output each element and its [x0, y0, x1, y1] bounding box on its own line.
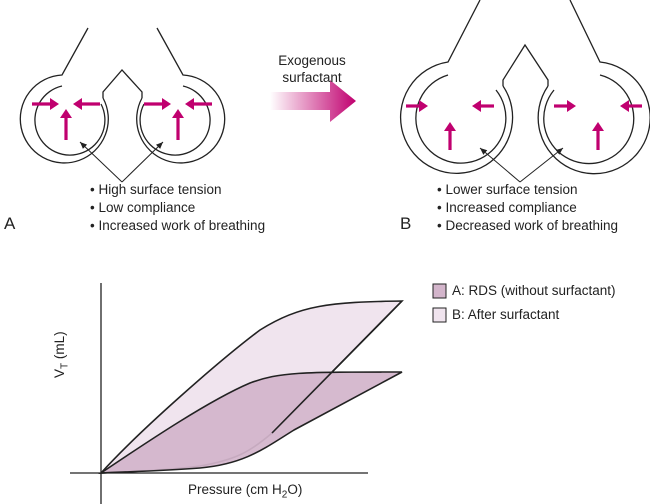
legend-label-b: B: After surfactant: [452, 307, 560, 322]
force-arrow-icon: [554, 100, 576, 112]
alveolus-a-left: [19, 27, 109, 164]
alveolus-a-right: [136, 27, 226, 164]
pointer-lines-b: [479, 147, 564, 183]
loop-a-rds: [98, 371, 403, 474]
bullet: • Increased work of breathing: [90, 218, 266, 233]
force-arrow-icon: [144, 98, 171, 110]
force-arrow-icon: [32, 98, 59, 110]
force-arrow-icon: [60, 109, 72, 140]
panel-b-bullets: • Lower surface tension • Increased comp…: [437, 181, 618, 235]
force-arrow-icon: [592, 122, 604, 150]
compliance-graph: [70, 283, 447, 504]
force-arrow-icon: [185, 98, 212, 110]
x-label-main: Pressure (cm H: [188, 482, 282, 497]
bullet: • Lower surface tension: [437, 182, 578, 197]
x-axis-label: Pressure (cm H2O): [188, 482, 302, 501]
airway-septum-a: [102, 69, 143, 98]
bullet: • Increased compliance: [437, 200, 577, 215]
force-arrow-icon: [73, 98, 100, 110]
alveolus-b-left: [399, 0, 514, 174]
legend-swatch-a: [432, 283, 447, 299]
airway-septum-b: [502, 43, 549, 86]
bullet: • Decreased work of breathing: [437, 218, 619, 233]
force-arrow-icon: [406, 100, 428, 112]
force-arrow-icon: [444, 122, 456, 150]
panel-a-bullets: • High surface tension • Low compliance …: [90, 181, 265, 235]
transition-label: Exogenous surfactant: [262, 52, 362, 86]
legend-swatch-b: [432, 307, 447, 323]
y-label-unit: (mL): [52, 331, 67, 363]
x-label-end: O): [287, 482, 303, 497]
pointer-lines-a: [79, 141, 164, 183]
panel-b-label: B: [400, 214, 412, 233]
bullet: • Low compliance: [90, 200, 196, 215]
force-arrow-icon: [620, 100, 642, 112]
transition-line1: Exogenous: [278, 53, 346, 68]
alveolus-b-right: [537, 0, 650, 175]
force-arrow-icon: [472, 100, 494, 112]
bullet: • High surface tension: [90, 182, 222, 197]
y-label-main: V: [52, 368, 67, 378]
y-axis-label: VT (mL): [52, 331, 71, 378]
panel-a-label: A: [4, 214, 16, 233]
force-arrow-icon: [172, 109, 184, 140]
transition-arrow: [270, 80, 356, 122]
transition-line2: surfactant: [282, 70, 342, 85]
y-label-sub: T: [59, 362, 71, 369]
loop-b-lower-limb: [271, 300, 403, 434]
x-label-sub: 2: [281, 489, 288, 501]
legend-label-a: A: RDS (without surfactant): [452, 283, 616, 298]
